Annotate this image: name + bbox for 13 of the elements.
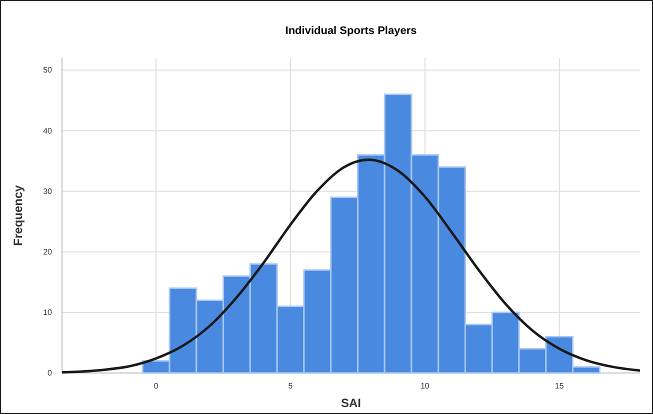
y-tick-label: 10 [43,308,53,317]
chart-title: Individual Sports Players [285,25,417,37]
y-tick-label: 50 [43,66,53,75]
x-axis-title: SAI [340,396,362,410]
y-tick-label: 20 [43,247,53,256]
x-tick-label: 5 [288,382,294,391]
y-tick-label: 40 [43,126,53,136]
y-tick-label: 0 [48,368,53,378]
x-tick-label: 0 [154,382,159,391]
x-tick-label: 10 [420,382,430,391]
y-axis-title: Frequency [11,184,25,246]
y-tick-label: 30 [43,186,53,196]
x-tick-label: 15 [554,382,564,391]
